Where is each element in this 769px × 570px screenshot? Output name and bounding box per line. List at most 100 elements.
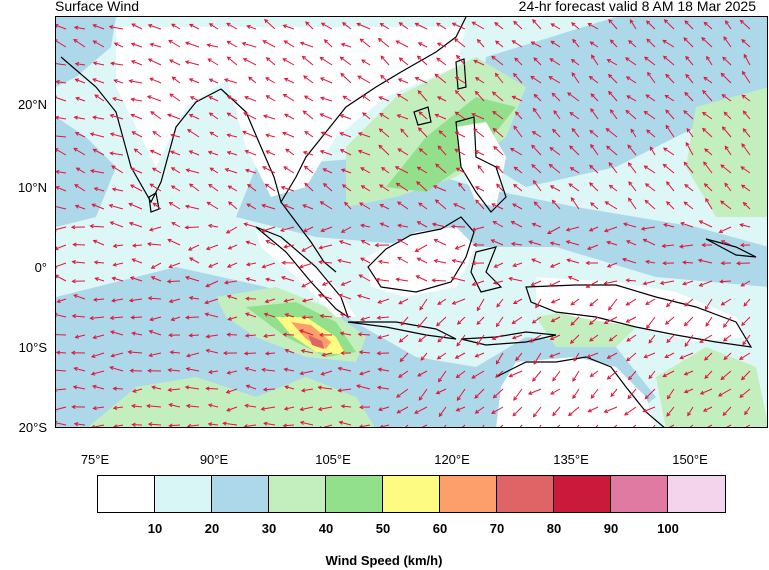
wind-arrow-head xyxy=(339,56,344,61)
lat-label-20s: 20°S xyxy=(18,420,47,435)
wind-arrow xyxy=(266,57,276,66)
wind-arrow-head xyxy=(642,408,647,413)
wind-arrow-head xyxy=(359,38,364,43)
wind-arrow xyxy=(265,183,276,192)
wind-arrow-head xyxy=(359,371,364,376)
wind-arrow xyxy=(186,405,200,408)
colorbar-tick-90: 90 xyxy=(603,521,619,536)
wind-arrow-head xyxy=(628,197,632,202)
wind-arrow xyxy=(301,244,314,252)
wind-arrow-head xyxy=(550,318,556,323)
wind-arrow-head xyxy=(511,40,516,45)
wind-arrow-head xyxy=(129,276,135,281)
wind-arrow-head xyxy=(361,94,366,99)
wind-arrow xyxy=(302,298,314,302)
wind-arrow xyxy=(533,352,542,365)
wind-arrow-head xyxy=(299,407,304,412)
wind-arrow-head xyxy=(222,421,227,426)
wind-arrow xyxy=(264,19,276,30)
wind-arrow-head xyxy=(550,390,555,395)
wind-arrow-head xyxy=(622,257,627,262)
wind-arrow-head xyxy=(494,40,500,45)
wind-arrow xyxy=(319,261,333,264)
wind-arrow-head xyxy=(282,93,288,98)
wind-arrow-head xyxy=(527,390,533,395)
wind-arrow xyxy=(357,75,371,84)
wind-arrow xyxy=(687,406,694,416)
wind-arrow xyxy=(188,244,200,251)
wind-arrow xyxy=(417,221,428,228)
wind-arrow xyxy=(454,38,466,48)
wind-arrow-head xyxy=(684,91,689,97)
wind-arrow-head xyxy=(395,40,400,45)
wind-arrow xyxy=(381,167,390,174)
wind-arrow xyxy=(148,297,162,300)
wind-arrow xyxy=(362,94,371,102)
wind-arrow-head xyxy=(414,22,419,27)
wind-arrow xyxy=(740,224,751,228)
wind-arrow-head xyxy=(261,367,266,372)
wind-arrow-head xyxy=(644,56,649,61)
wind-arrow xyxy=(719,226,732,233)
wind-arrow xyxy=(684,370,694,376)
wind-arrow xyxy=(285,313,295,318)
wind-arrow xyxy=(707,424,713,427)
wind-arrow-head xyxy=(226,95,232,100)
wind-arrow xyxy=(626,76,637,84)
wind-arrow xyxy=(262,262,276,268)
wind-arrow xyxy=(208,96,219,102)
colorbar-tick-100: 100 xyxy=(657,521,679,536)
wind-arrow xyxy=(379,184,390,192)
wind-arrow xyxy=(606,241,618,246)
wind-arrow xyxy=(550,388,561,395)
wind-arrow-head xyxy=(416,55,422,60)
wind-arrow-head xyxy=(248,76,253,81)
wind-arrow xyxy=(242,131,257,138)
wind-arrow-head xyxy=(284,348,289,353)
wind-arrow xyxy=(628,370,637,380)
wind-arrow-head xyxy=(471,113,476,117)
wind-arrow-head xyxy=(450,276,456,281)
wind-arrow xyxy=(684,298,694,307)
wind-arrow xyxy=(494,22,504,30)
wind-arrow xyxy=(512,406,523,417)
wind-arrow xyxy=(56,226,67,231)
wind-arrow-head xyxy=(263,421,268,426)
wind-arrow xyxy=(533,94,542,102)
wind-arrow-head xyxy=(56,246,59,251)
wind-arrow xyxy=(515,111,523,120)
wind-arrow xyxy=(209,78,219,84)
wind-arrow-head xyxy=(131,23,136,28)
wind-arrow-head xyxy=(417,42,423,47)
wind-arrow-head xyxy=(265,150,270,155)
wind-arrow-head xyxy=(208,263,213,268)
wind-arrow-head xyxy=(589,129,594,134)
wind-arrow-head xyxy=(146,95,152,100)
wind-arrow-head xyxy=(188,23,194,28)
wind-arrow xyxy=(396,278,409,282)
wind-arrow-head xyxy=(378,407,383,412)
wind-arrow-head xyxy=(169,59,174,64)
wind-arrow xyxy=(589,298,599,307)
wind-arrow xyxy=(398,224,409,228)
wind-arrow xyxy=(320,150,333,156)
wind-arrow xyxy=(495,73,504,84)
wind-arrow xyxy=(228,201,238,210)
wind-arrow-head xyxy=(263,333,268,338)
wind-arrow-head xyxy=(131,403,136,409)
wind-arrow xyxy=(168,388,181,391)
wind-arrow-head xyxy=(265,240,270,244)
wind-arrow xyxy=(208,423,219,426)
wind-arrow-head xyxy=(742,110,747,115)
wind-arrow-head xyxy=(491,336,497,341)
wind-arrow-head xyxy=(130,113,135,118)
wind-arrow-head xyxy=(417,89,422,95)
wind-arrow-head xyxy=(150,264,156,269)
wind-arrow xyxy=(399,334,409,343)
wind-arrow xyxy=(395,166,409,174)
wind-arrow-head xyxy=(398,300,403,305)
wind-vectors xyxy=(56,19,751,427)
wind-arrow xyxy=(90,225,105,228)
wind-arrow xyxy=(643,280,656,285)
wind-arrow xyxy=(652,424,656,427)
